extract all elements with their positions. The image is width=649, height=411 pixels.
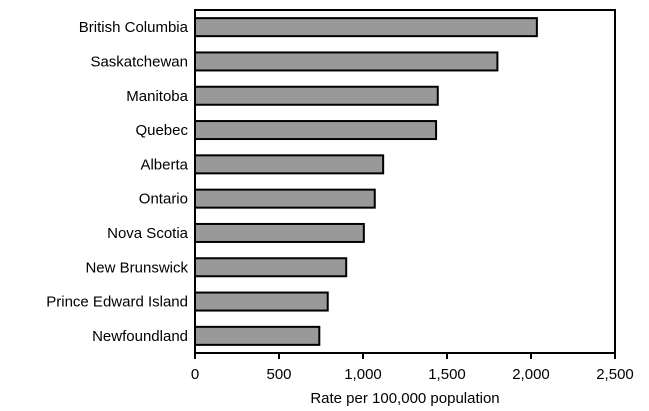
bar: [194, 120, 438, 141]
category-label: Nova Scotia: [107, 225, 189, 242]
x-axis-ticks: 0 500 1,000 1,500 2,000 2,500: [191, 353, 634, 383]
x-tick-label: 2,000: [512, 366, 550, 383]
category-labels: British Columbia Saskatchewan Manitoba Queb…: [46, 19, 188, 345]
category-label: Quebec: [135, 122, 188, 139]
bar: [194, 257, 348, 278]
category-label: Ontario: [139, 191, 188, 208]
bar: [194, 325, 321, 346]
bar: [194, 51, 499, 72]
category-label: Manitoba: [126, 88, 188, 105]
bar: [194, 85, 439, 106]
x-axis-title: Rate per 100,000 population: [310, 390, 499, 407]
category-label: New Brunswick: [85, 259, 188, 276]
x-tick-label: 2,500: [596, 366, 634, 383]
bar: [194, 17, 538, 38]
bar: [194, 291, 329, 312]
bars-layer: [194, 17, 538, 346]
category-label: Alberta: [140, 156, 188, 173]
bar: [194, 222, 365, 243]
plot-frame: [194, 9, 616, 354]
category-label: Saskatchewan: [90, 53, 188, 70]
x-tick-label: 500: [266, 366, 291, 383]
bar: [194, 188, 376, 209]
x-tick-label: 0: [191, 366, 199, 383]
x-tick-label: 1,500: [428, 366, 466, 383]
x-tick-label: 1,000: [344, 366, 382, 383]
bar: [194, 154, 385, 175]
category-label: Prince Edward Island: [46, 294, 188, 311]
category-label: Newfoundland: [92, 328, 188, 345]
category-label: British Columbia: [79, 19, 189, 36]
